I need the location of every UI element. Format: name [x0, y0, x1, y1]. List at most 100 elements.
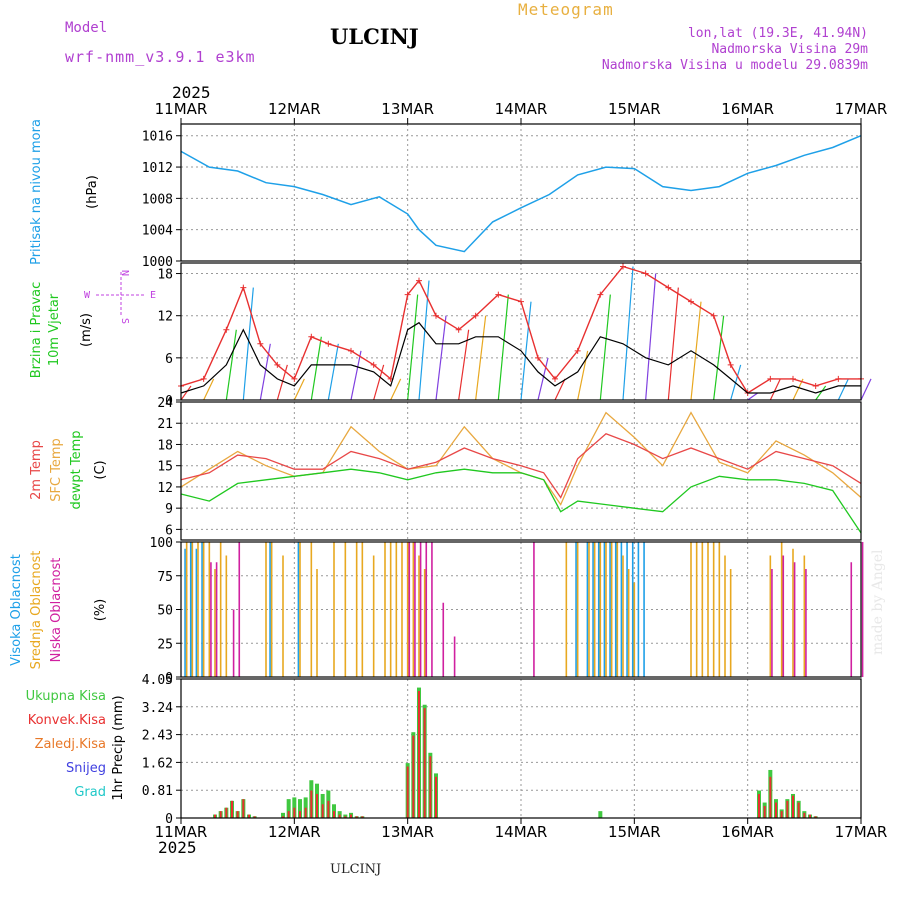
data-layer [178, 135, 872, 818]
wind-direction-arrow [327, 343, 339, 401]
y-tick-label: 25 [157, 637, 173, 652]
x-day-label-bottom: 13MAR [381, 823, 434, 841]
year-top: 2025 [172, 83, 211, 102]
sfc-temp-title: SFC Temp [49, 438, 64, 502]
precip-legend-2: Konvek.Kisa [28, 713, 106, 728]
wind-speed-marker [642, 270, 649, 277]
wind-direction-arrow [390, 378, 402, 401]
precip-bar-convective [775, 802, 777, 818]
x-day-label-top: 12MAR [268, 100, 321, 118]
y-tick-label: 2.43 [142, 729, 173, 744]
wind-unit: (m/s) [79, 313, 94, 347]
precip-bar-convective [236, 811, 239, 818]
precip-bar-convective [344, 816, 347, 818]
y-tick-label: 21 [157, 417, 173, 432]
precip-bar-convective [248, 814, 250, 818]
precip-bar-convective [412, 735, 415, 818]
precip-bar-convective [299, 811, 301, 818]
wind-speed-marker [274, 361, 281, 368]
x-day-label-top: 15MAR [608, 100, 661, 118]
precip-legend-4: Snijeg [66, 761, 106, 776]
wind-speed-marker [416, 277, 422, 284]
precip-bar-convective [792, 795, 794, 818]
panel-frame-3 [180, 401, 862, 541]
wind-speed-marker [472, 312, 479, 319]
y-tick-label: 18 [157, 268, 173, 283]
compass-south: S [119, 318, 130, 324]
temp2m-line [180, 433, 862, 499]
y-tick-label: 0 [165, 812, 173, 827]
wind-speed-marker [257, 340, 264, 347]
precip-bar-convective [429, 756, 432, 818]
precip-bar-convective [310, 790, 313, 818]
y-tick-label: 0 [165, 394, 173, 409]
wind-direction-arrow [554, 378, 566, 401]
wind-speed-marker [790, 375, 796, 382]
y-tick-label: 1008 [142, 192, 173, 207]
model-label: Model [65, 20, 108, 36]
y-tick-label: 1004 [142, 224, 173, 239]
wind-speed-marker [308, 333, 315, 340]
precip-bar-convective [242, 799, 245, 818]
pressure-unit: (hPa) [85, 175, 100, 209]
wind-speed-marker [200, 375, 207, 382]
wind-speed-marker [597, 291, 604, 298]
y-tick-label: 1012 [142, 161, 173, 176]
y-tick-label: 24 [157, 396, 173, 411]
compass-west: W [84, 290, 91, 301]
wind-direction-arrow [537, 357, 549, 401]
y-tick-label: 1016 [142, 130, 173, 145]
precip-bar-convective [338, 814, 341, 818]
precip-legend-1: Ukupna Kisa [26, 689, 106, 704]
y-tick-label: 9 [165, 502, 173, 517]
year-bottom: 2025 [158, 838, 197, 857]
wind-direction-arrow [497, 294, 509, 401]
x-day-label-bottom: 14MAR [495, 823, 548, 841]
x-day-label-bottom: 12MAR [268, 823, 321, 841]
precip-bar-convective [814, 816, 817, 818]
compass-north: N [119, 270, 130, 276]
wind-direction-arrow [837, 378, 849, 401]
pressure-title: Pritisak na nivou mora [29, 119, 44, 265]
wind-direction-arrow [418, 280, 430, 401]
precip-bar-convective [780, 811, 783, 818]
wind-direction-arrow [180, 385, 192, 401]
wind-speed-marker [727, 361, 734, 368]
precip-bar-total [281, 812, 285, 818]
wind-direction-arrow [713, 315, 725, 401]
text-layer: 11MAR 11MAR 12MAR 12MAR 13MAR 13MAR 14MAR 14MAR… [9, 100, 887, 841]
pressure-line [180, 135, 862, 253]
precip-bar-convective [803, 812, 806, 818]
y-tick-label: 1.62 [142, 756, 173, 771]
wind-speed-marker [767, 375, 774, 382]
wind-speed-marker [370, 361, 377, 368]
precip-bar-convective [225, 807, 228, 818]
dewpt-line [180, 468, 862, 534]
panel-frame-2 [180, 262, 862, 401]
wind-direction-arrow [769, 378, 781, 401]
wind-direction-arrow [458, 329, 470, 401]
precip-bar-total [298, 799, 302, 818]
x-day-label-top: 14MAR [495, 100, 548, 118]
wind-speed-marker [574, 347, 581, 354]
wind-direction-arrow [407, 294, 419, 401]
y-tick-label: 50 [157, 604, 173, 619]
made-by-label: made by Angel [870, 549, 886, 656]
wind-direction-arrow [310, 336, 322, 401]
y-tick-label: 3.24 [142, 701, 173, 716]
wind-direction-arrow [520, 301, 532, 401]
wind-speed-marker [710, 312, 717, 319]
precip-bar-convective [797, 802, 800, 818]
wind-direction-arrow [645, 273, 657, 401]
precip-bar-convective [763, 805, 766, 818]
y-tick-label: 12 [157, 481, 173, 496]
y-tick-label: 0.81 [142, 784, 173, 799]
wind-direction-arrow [792, 378, 804, 401]
precip-bar-total [286, 799, 291, 818]
meteogram-title: Meteogram [518, 0, 614, 19]
wind-speed-marker [495, 291, 502, 298]
wind-speed-marker [325, 340, 332, 347]
precip-bar-convective [423, 708, 426, 818]
y-tick-label: 1000 [142, 255, 173, 270]
